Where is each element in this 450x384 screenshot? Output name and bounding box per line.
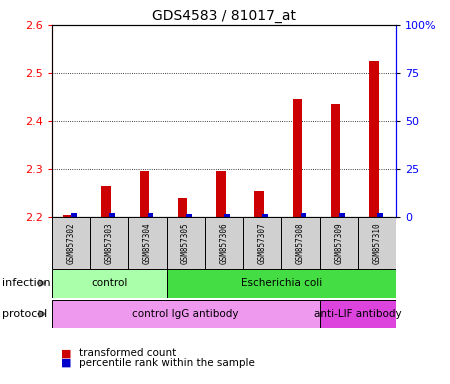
Bar: [101, 186, 111, 217]
Bar: [52, 300, 320, 328]
Bar: [301, 213, 306, 217]
Text: infection: infection: [2, 278, 51, 288]
Text: GSM857308: GSM857308: [296, 222, 305, 264]
Bar: [377, 213, 383, 217]
Text: Escherichia coli: Escherichia coli: [241, 278, 322, 288]
Bar: [186, 214, 192, 217]
Bar: [331, 104, 340, 217]
Title: GDS4583 / 81017_at: GDS4583 / 81017_at: [152, 8, 296, 23]
Bar: [254, 190, 264, 217]
Text: transformed count: transformed count: [79, 348, 176, 358]
Text: ■: ■: [61, 348, 71, 358]
Bar: [166, 269, 396, 298]
Text: GSM857310: GSM857310: [373, 222, 382, 264]
Bar: [292, 99, 302, 217]
Text: control IgG antibody: control IgG antibody: [132, 309, 239, 319]
Bar: [148, 213, 153, 217]
Bar: [205, 217, 243, 269]
Bar: [369, 61, 378, 217]
Bar: [140, 171, 149, 217]
Text: GSM857306: GSM857306: [220, 222, 228, 264]
Bar: [281, 217, 320, 269]
Text: GSM857305: GSM857305: [181, 222, 190, 264]
Bar: [109, 213, 115, 217]
Text: protocol: protocol: [2, 309, 48, 319]
Bar: [243, 217, 281, 269]
Bar: [216, 171, 225, 217]
Bar: [178, 198, 187, 217]
Text: GSM857302: GSM857302: [67, 222, 76, 264]
Bar: [339, 213, 345, 217]
Bar: [262, 214, 268, 217]
Text: percentile rank within the sample: percentile rank within the sample: [79, 358, 255, 368]
Text: ■: ■: [61, 358, 71, 368]
Text: GSM857307: GSM857307: [257, 222, 266, 264]
Bar: [320, 300, 396, 328]
Bar: [224, 214, 230, 217]
Text: control: control: [91, 278, 127, 288]
Bar: [128, 217, 166, 269]
Text: GSM857309: GSM857309: [334, 222, 343, 264]
Bar: [358, 217, 396, 269]
Bar: [320, 217, 358, 269]
Bar: [90, 217, 128, 269]
Text: GSM857304: GSM857304: [143, 222, 152, 264]
Text: anti-LIF antibody: anti-LIF antibody: [314, 309, 401, 319]
Text: GSM857303: GSM857303: [104, 222, 113, 264]
Bar: [166, 217, 205, 269]
Bar: [52, 217, 90, 269]
Bar: [71, 213, 77, 217]
Bar: [52, 269, 166, 298]
Bar: [63, 215, 72, 217]
